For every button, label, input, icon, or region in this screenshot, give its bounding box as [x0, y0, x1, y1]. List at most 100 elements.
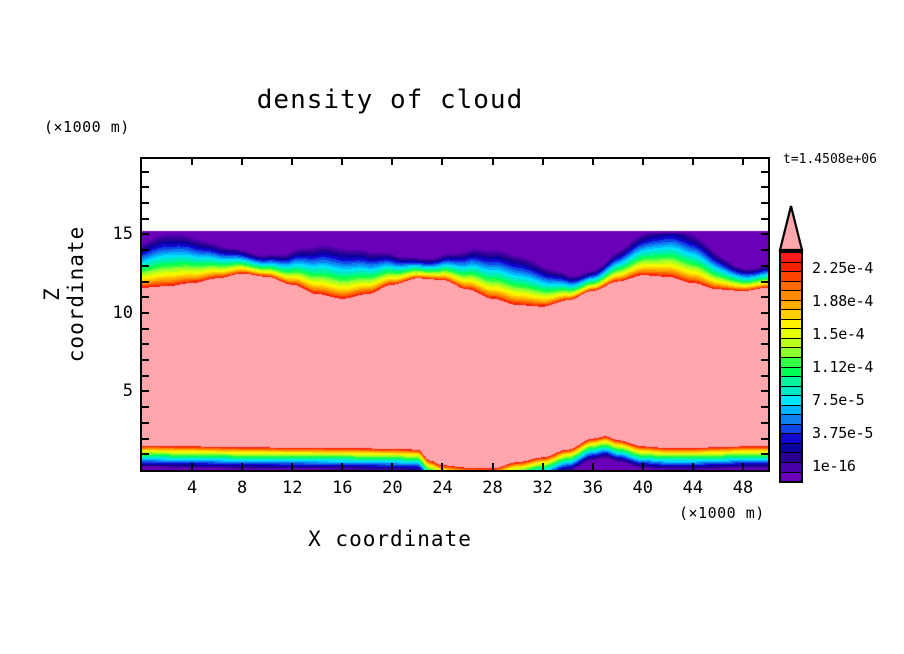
- x-axis-tick-label: 44: [682, 478, 704, 498]
- x-axis-tick-top: [441, 157, 444, 165]
- y-axis-tick-right: [761, 186, 770, 189]
- colorbar-band: [781, 262, 801, 273]
- y-axis-tick: [140, 280, 149, 283]
- x-axis-tick-top: [491, 157, 494, 165]
- y-axis-tick: [140, 343, 149, 346]
- x-axis-tick: [691, 463, 694, 472]
- y-axis-tick: [140, 390, 149, 393]
- x-axis-tick-top: [341, 157, 344, 165]
- y-axis-tick: [140, 201, 149, 204]
- colorbar-band: [781, 405, 801, 416]
- colorbar-tick-label: 7.5e-5: [812, 391, 865, 410]
- y-axis-tick-right: [761, 217, 770, 220]
- x-axis-tick: [341, 463, 344, 472]
- colorbar-band: [781, 281, 801, 292]
- x-axis-tick-top: [641, 157, 644, 165]
- y-axis-tick: [140, 186, 149, 189]
- colorbar-tick-label: 3.75e-5: [812, 424, 874, 443]
- x-axis-tick: [241, 463, 244, 472]
- colorbar-tick-label: 1.5e-4: [812, 324, 865, 343]
- colorbar-tick-label: 1e-16: [812, 457, 856, 476]
- colorbar-band: [781, 329, 801, 339]
- y-axis-tick: [140, 327, 149, 330]
- colorbar-tick-label: 2.25e-4: [812, 258, 874, 277]
- x-axis-tick-label: 48: [732, 478, 754, 498]
- y-axis-tick-right: [761, 249, 770, 252]
- x-axis-tick-label: 12: [281, 478, 303, 498]
- x-axis-tick-label: 32: [532, 478, 553, 498]
- x-axis-tick-top: [541, 157, 544, 165]
- y-axis-tick-right: [761, 453, 770, 456]
- y-axis-tick: [140, 374, 149, 377]
- x-axis-tick-label: 4: [186, 478, 198, 498]
- colorbar-band: [781, 472, 801, 482]
- page-title: density of cloud: [256, 85, 524, 115]
- x-axis-tick-top: [241, 157, 244, 165]
- x-axis-tick: [541, 463, 544, 472]
- colorbar-band: [781, 319, 801, 330]
- x-axis-tick-top: [191, 157, 194, 165]
- colorbar-over-arrow-icon: [778, 205, 804, 252]
- colorbar-band: [781, 358, 801, 368]
- colorbar-band: [781, 253, 801, 263]
- y-axis-tick-right: [761, 170, 770, 173]
- y-axis-tick-label: 5: [122, 381, 133, 402]
- colorbar-tick-label: 1.12e-4: [812, 358, 874, 376]
- colorbar[interactable]: [778, 204, 804, 484]
- colorbar-band: [781, 338, 801, 349]
- y-axis-tick: [140, 421, 149, 424]
- y-axis-tick: [140, 249, 149, 252]
- y-axis-tick-label: 10: [112, 302, 133, 323]
- x-axis-tick-top: [691, 157, 694, 165]
- colorbar-tick-label: 1.88e-4: [812, 291, 874, 310]
- y-axis-tick-right: [761, 296, 770, 299]
- colorbar-band: [781, 291, 801, 301]
- y-axis-tick-right: [761, 406, 770, 409]
- colorbar-band: [781, 443, 801, 454]
- x-axis-tick: [741, 463, 744, 472]
- x-axis-tick: [391, 463, 394, 472]
- y-axis-tick: [140, 296, 149, 299]
- x-axis-tick-top: [291, 157, 294, 165]
- x-axis-tick: [491, 463, 494, 472]
- x-axis-tick-label: 28: [482, 478, 503, 498]
- time-annotation: t=1.4508e+06: [783, 152, 877, 167]
- colorbar-band: [781, 386, 801, 397]
- x-axis-tick-top: [741, 157, 744, 165]
- colorbar-band: [781, 396, 801, 406]
- y-axis-title: Z coordinate: [40, 225, 88, 363]
- contour-plot-area[interactable]: [140, 157, 770, 472]
- colorbar-band: [781, 434, 801, 444]
- colorbar-band: [781, 272, 801, 282]
- colorbar-band: [781, 300, 801, 311]
- y-axis-tick-right: [761, 311, 770, 314]
- y-axis-tick: [140, 437, 149, 440]
- y-axis-tick-right: [761, 390, 770, 393]
- y-axis-tick: [140, 453, 149, 456]
- colorbar-band: [781, 453, 801, 464]
- y-axis-tick-right: [761, 343, 770, 346]
- y-axis-tick: [140, 406, 149, 409]
- contour-canvas: [142, 159, 768, 470]
- colorbar-band: [781, 367, 801, 378]
- y-axis-tick: [140, 170, 149, 173]
- y-axis-tick: [140, 233, 149, 236]
- x-axis-tick-label: 40: [632, 478, 654, 498]
- y-axis-tick-right: [761, 359, 770, 362]
- y-axis-tick-right: [761, 374, 770, 377]
- x-axis-units-label: (×1000 m): [679, 504, 765, 522]
- x-axis-tick-label: 20: [382, 478, 403, 498]
- x-axis-tick-label: 24: [432, 478, 453, 498]
- y-axis-tick: [140, 217, 149, 220]
- y-axis-tick-right: [761, 201, 770, 204]
- colorbar-band: [781, 310, 801, 320]
- colorbar-band: [781, 424, 801, 435]
- x-axis-title: X coordinate: [308, 527, 472, 551]
- y-axis-tick-right: [761, 280, 770, 283]
- y-axis-tick-right: [761, 264, 770, 267]
- colorbar-band: [781, 348, 801, 359]
- x-axis-tick-label: 16: [332, 478, 353, 498]
- y-axis-tick-right: [761, 233, 770, 236]
- y-axis-tick: [140, 264, 149, 267]
- y-axis-tick: [140, 311, 149, 314]
